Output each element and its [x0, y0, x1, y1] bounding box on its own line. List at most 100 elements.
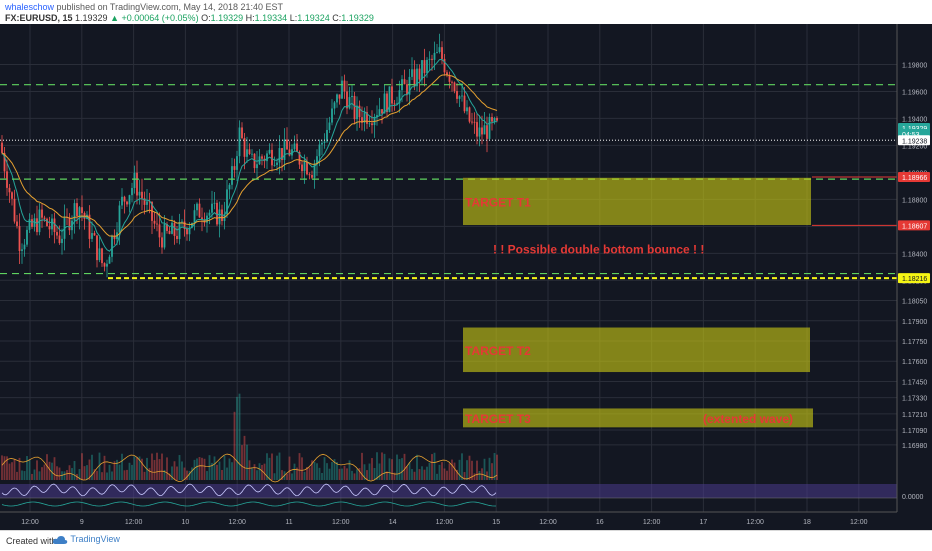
candle-body[interactable] — [13, 198, 16, 222]
candle-body[interactable] — [51, 218, 53, 230]
candle-body[interactable] — [33, 218, 36, 227]
candle-body[interactable] — [41, 209, 43, 218]
candle-body[interactable] — [333, 102, 336, 109]
candle-body[interactable] — [443, 58, 446, 73]
candle-body[interactable] — [201, 217, 203, 220]
candle-body[interactable] — [306, 161, 308, 175]
candle-body[interactable] — [388, 86, 391, 113]
candle-body[interactable] — [316, 156, 318, 164]
candle-body[interactable] — [18, 226, 21, 251]
candle-body[interactable] — [158, 224, 161, 238]
candle-body[interactable] — [371, 123, 373, 126]
candle-body[interactable] — [61, 238, 63, 244]
candle-body[interactable] — [416, 68, 418, 87]
candle-body[interactable] — [43, 217, 46, 219]
candle-body[interactable] — [248, 149, 251, 154]
target-zones[interactable]: TARGET T1 TARGET T2 TARGET T3 (extented wav… — [463, 177, 813, 428]
candle-body[interactable] — [363, 112, 366, 123]
candle-body[interactable] — [488, 117, 491, 139]
candle-body[interactable] — [268, 149, 271, 154]
candle-body[interactable] — [461, 95, 463, 97]
candle-body[interactable] — [171, 222, 173, 234]
candle-body[interactable] — [1, 142, 3, 153]
candle-body[interactable] — [108, 256, 111, 264]
candle-body[interactable] — [356, 105, 358, 120]
candle-body[interactable] — [266, 153, 268, 162]
candle-body[interactable] — [318, 144, 321, 157]
candle-body[interactable] — [28, 219, 31, 230]
candle-body[interactable] — [376, 115, 378, 118]
target-zone[interactable] — [463, 408, 813, 428]
candle-body[interactable] — [146, 201, 148, 205]
candle-body[interactable] — [123, 196, 126, 202]
candle-body[interactable] — [63, 216, 66, 239]
candle-body[interactable] — [386, 93, 388, 113]
candle-body[interactable] — [378, 109, 381, 116]
candle-body[interactable] — [11, 192, 13, 199]
candle-body[interactable] — [351, 95, 353, 98]
candle-body[interactable] — [361, 117, 363, 123]
candle-body[interactable] — [103, 263, 106, 267]
candle-body[interactable] — [273, 164, 276, 166]
candle-body[interactable] — [436, 52, 438, 53]
candle-body[interactable] — [16, 221, 18, 227]
candle-body[interactable] — [366, 112, 368, 124]
candle-body[interactable] — [473, 121, 476, 123]
candle-body[interactable] — [381, 109, 383, 114]
candle-body[interactable] — [413, 69, 416, 87]
candle-body[interactable] — [278, 148, 281, 163]
candle-body[interactable] — [73, 203, 76, 221]
candle-body[interactable] — [418, 68, 421, 80]
candle-body[interactable] — [138, 191, 141, 196]
candle-body[interactable] — [136, 172, 138, 196]
candle-body[interactable] — [301, 164, 303, 172]
candle-body[interactable] — [438, 47, 441, 53]
candle-body[interactable] — [326, 129, 328, 142]
candle-body[interactable] — [21, 249, 23, 251]
candle-body[interactable] — [383, 93, 386, 114]
candle-body[interactable] — [296, 143, 298, 152]
candle-body[interactable] — [191, 222, 193, 228]
candle-body[interactable] — [36, 218, 38, 233]
candle-body[interactable] — [486, 125, 488, 139]
candle-body[interactable] — [133, 172, 136, 188]
candle-body[interactable] — [408, 76, 411, 95]
candle-body[interactable] — [403, 79, 406, 85]
candle-body[interactable] — [286, 139, 288, 150]
candle-body[interactable] — [353, 95, 356, 120]
candle-body[interactable] — [348, 97, 351, 109]
candle-body[interactable] — [411, 69, 413, 77]
candle-body[interactable] — [328, 122, 331, 130]
candle-body[interactable] — [178, 221, 181, 240]
candle-body[interactable] — [93, 233, 96, 236]
candle-body[interactable] — [46, 218, 48, 227]
candle-body[interactable] — [483, 125, 486, 135]
candle-body[interactable] — [68, 217, 71, 231]
candle-body[interactable] — [291, 149, 293, 156]
candle-body[interactable] — [426, 59, 428, 74]
candle-body[interactable] — [56, 232, 58, 236]
candle-body[interactable] — [466, 107, 468, 112]
candle-body[interactable] — [468, 107, 471, 122]
candle-body[interactable] — [208, 212, 211, 216]
candle-body[interactable] — [453, 82, 456, 92]
candle-body[interactable] — [8, 187, 11, 193]
tradingview-brand[interactable]: TradingView — [52, 534, 120, 545]
candle-body[interactable] — [233, 166, 236, 170]
candle-body[interactable] — [198, 203, 201, 218]
candle-body[interactable] — [448, 75, 451, 82]
candle-body[interactable] — [406, 84, 408, 95]
candle-body[interactable] — [481, 127, 483, 135]
candle-body[interactable] — [298, 151, 301, 165]
candle-body[interactable] — [153, 220, 156, 224]
candle-body[interactable] — [431, 58, 433, 60]
candle-body[interactable] — [96, 235, 98, 261]
candle-body[interactable] — [101, 248, 103, 264]
candle-body[interactable] — [451, 81, 453, 83]
candle-body[interactable] — [181, 221, 183, 223]
candle-body[interactable] — [323, 141, 326, 143]
author-link[interactable]: whaleschow — [5, 2, 55, 12]
candle-body[interactable] — [78, 207, 81, 216]
candle-body[interactable] — [346, 91, 348, 109]
candle-body[interactable] — [491, 117, 493, 122]
